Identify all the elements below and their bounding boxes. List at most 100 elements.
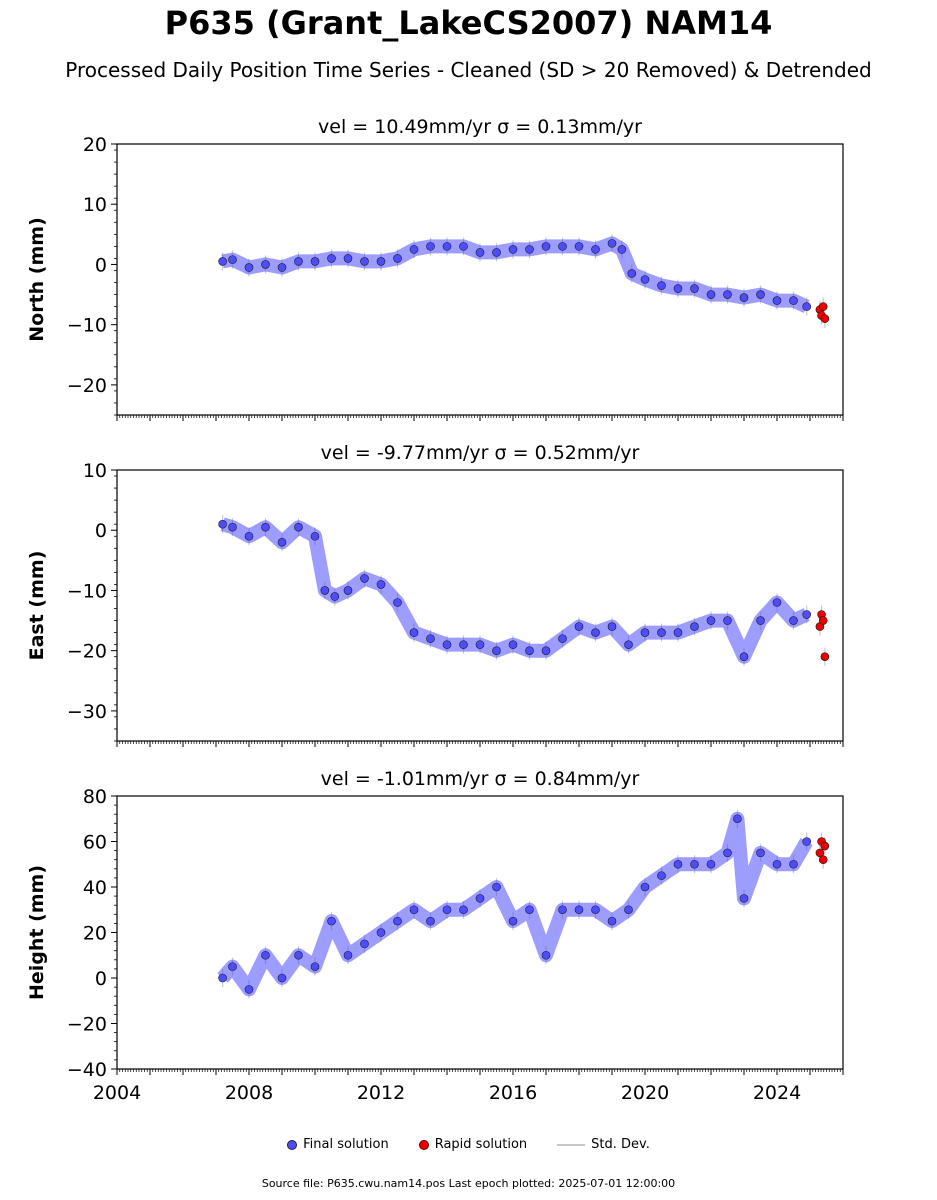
final-point bbox=[244, 985, 254, 994]
final-series bbox=[218, 234, 812, 316]
final-point bbox=[376, 928, 386, 937]
final-point bbox=[294, 950, 303, 960]
final-point bbox=[310, 962, 320, 971]
plot-frame bbox=[116, 143, 844, 416]
rapid-series bbox=[815, 605, 830, 666]
final-point bbox=[277, 263, 287, 272]
rapid-point bbox=[818, 616, 828, 625]
final-point bbox=[426, 916, 435, 926]
final-point bbox=[690, 622, 699, 631]
final-point bbox=[723, 616, 732, 625]
final-point bbox=[343, 950, 353, 960]
final-point bbox=[802, 610, 812, 619]
final-point bbox=[277, 973, 287, 983]
final-point bbox=[657, 281, 666, 290]
rapid-point bbox=[815, 848, 825, 858]
y-tick-label: 0 bbox=[95, 520, 107, 542]
final-point bbox=[789, 616, 798, 625]
final-point bbox=[475, 640, 485, 649]
figure-title: P635 (Grant_LakeCS2007) NAM14 bbox=[164, 4, 773, 42]
legend-std: Std. Dev. bbox=[557, 1137, 650, 1152]
y-tick-label: 20 bbox=[83, 923, 107, 945]
y-tick-label: −20 bbox=[67, 1014, 107, 1036]
panel-3: vel = -1.01mm/yr σ = 0.84mm/yr Height (mm… bbox=[26, 768, 844, 1104]
final-point bbox=[475, 894, 485, 903]
panel-title: vel = -1.01mm/yr σ = 0.84mm/yr bbox=[321, 768, 640, 790]
final-point bbox=[739, 894, 749, 903]
final-point bbox=[673, 628, 683, 637]
y-tick-label: 0 bbox=[95, 968, 107, 990]
final-point bbox=[426, 242, 435, 251]
final-point bbox=[756, 848, 765, 858]
final-point bbox=[459, 905, 468, 915]
final-point bbox=[673, 859, 683, 869]
final-point bbox=[442, 242, 452, 251]
final-point bbox=[525, 245, 534, 254]
y-tick-label: −20 bbox=[67, 641, 107, 663]
y-tick-label: 10 bbox=[83, 460, 107, 482]
final-point bbox=[706, 616, 716, 625]
final-series-band bbox=[217, 811, 813, 997]
final-point bbox=[360, 257, 369, 266]
legend-final: Final solution bbox=[287, 1137, 389, 1152]
final-point bbox=[261, 950, 270, 960]
final-point bbox=[541, 950, 551, 960]
final-point bbox=[376, 580, 386, 589]
y-axis-label: North (mm) bbox=[26, 217, 48, 342]
final-point bbox=[789, 859, 798, 869]
final-point bbox=[541, 646, 551, 655]
final-point bbox=[459, 640, 468, 649]
final-point bbox=[657, 871, 666, 880]
final-point bbox=[261, 260, 270, 269]
y-tick-label: 20 bbox=[83, 134, 107, 156]
final-point bbox=[294, 522, 303, 532]
final-point bbox=[393, 916, 402, 926]
final-point bbox=[525, 646, 534, 655]
final-point bbox=[244, 263, 254, 272]
final-point bbox=[756, 616, 765, 625]
rapid-point bbox=[818, 302, 828, 311]
rapid-series bbox=[815, 297, 830, 328]
final-point bbox=[360, 574, 369, 583]
y-tick-label: −40 bbox=[67, 1059, 107, 1081]
final-point bbox=[442, 905, 452, 915]
rapid-series bbox=[815, 832, 830, 869]
final-point bbox=[607, 239, 617, 248]
final-point bbox=[244, 531, 254, 541]
final-point bbox=[228, 255, 237, 264]
y-axis-label: Height (mm) bbox=[26, 865, 48, 1000]
final-point bbox=[723, 848, 732, 858]
legend-std-label: Std. Dev. bbox=[591, 1137, 650, 1152]
final-point bbox=[624, 905, 633, 915]
panel-title: vel = 10.49mm/yr σ = 0.13mm/yr bbox=[318, 116, 642, 138]
final-point bbox=[558, 905, 567, 915]
final-point bbox=[607, 916, 617, 926]
final-point bbox=[789, 296, 798, 305]
final-point bbox=[409, 245, 419, 254]
final-point bbox=[294, 257, 303, 266]
final-point bbox=[218, 257, 227, 266]
final-point bbox=[320, 586, 330, 595]
final-point bbox=[574, 622, 584, 631]
final-point bbox=[690, 284, 699, 293]
final-point bbox=[706, 859, 716, 869]
final-point bbox=[733, 814, 742, 824]
final-point bbox=[772, 859, 782, 869]
final-point bbox=[310, 257, 320, 266]
final-point bbox=[739, 293, 749, 302]
legend-rapid: Rapid solution bbox=[418, 1137, 527, 1152]
x-tick-label: 2008 bbox=[225, 1082, 273, 1104]
figure-subtitle: Processed Daily Position Time Series - C… bbox=[65, 58, 872, 82]
final-series bbox=[218, 515, 812, 666]
final-point bbox=[492, 646, 501, 655]
final-point bbox=[558, 242, 567, 251]
final-point bbox=[640, 882, 650, 892]
final-point bbox=[657, 628, 666, 637]
footer-source: Source file: P635.cwu.nam14.pos Last epo… bbox=[261, 1177, 676, 1190]
y-axis-label: East (mm) bbox=[26, 551, 48, 661]
rapid-point bbox=[820, 841, 830, 851]
final-point bbox=[673, 284, 683, 293]
x-tick-label: 2016 bbox=[489, 1082, 537, 1104]
